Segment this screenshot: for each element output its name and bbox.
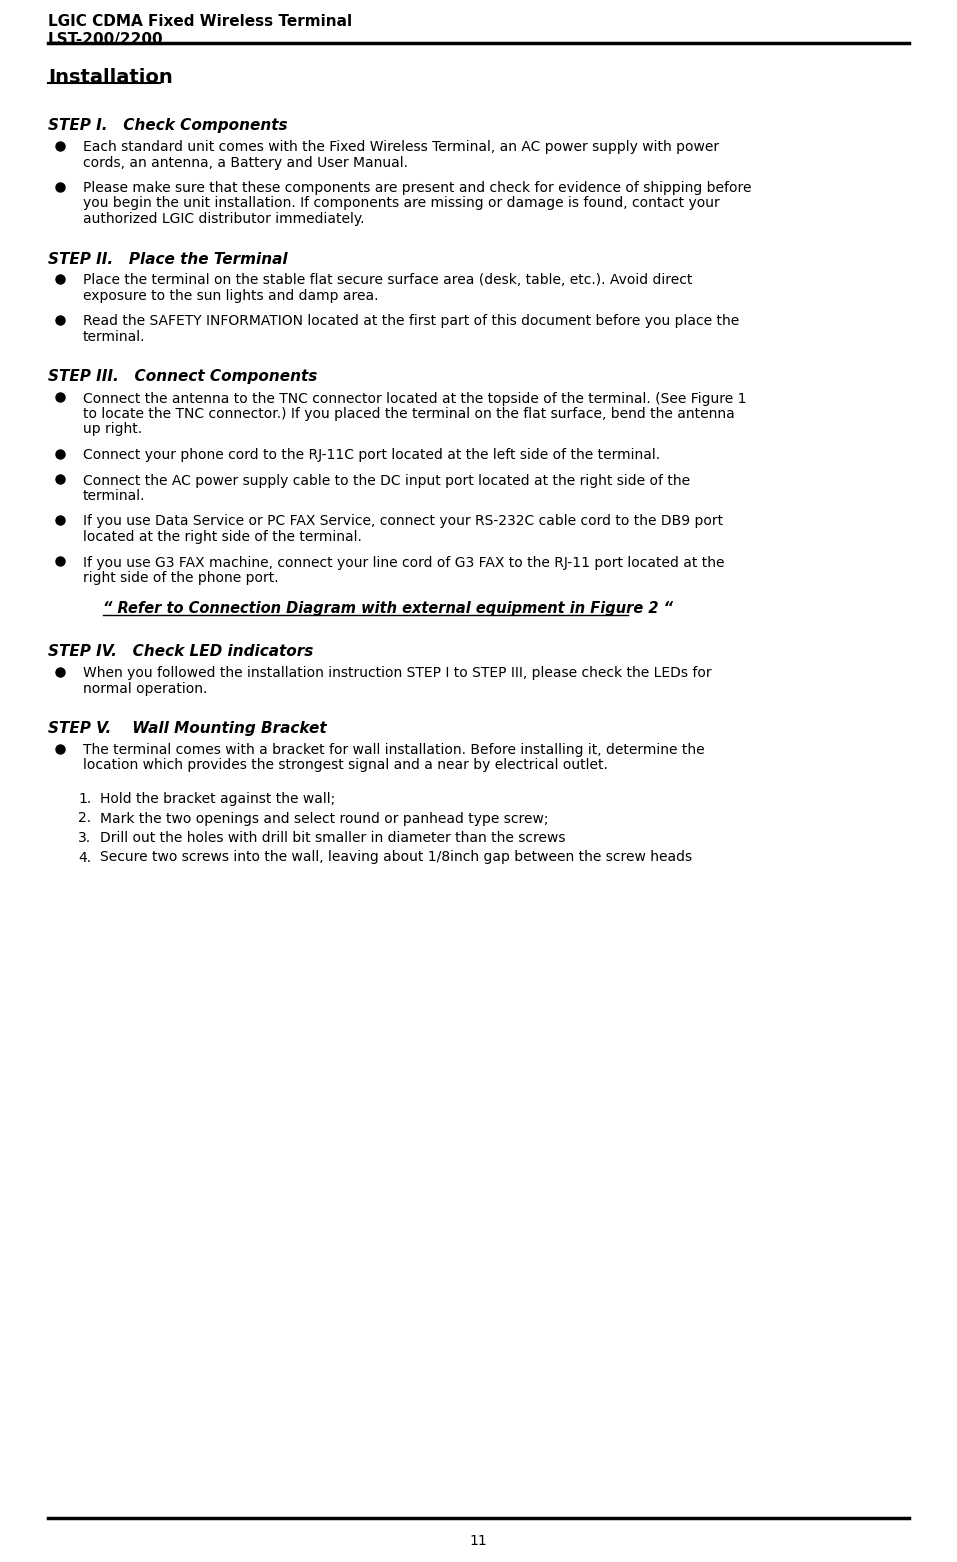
Text: 1.: 1. xyxy=(78,792,91,806)
Text: The terminal comes with a bracket for wall installation. Before installing it, d: The terminal comes with a bracket for wa… xyxy=(83,744,704,758)
Text: Installation: Installation xyxy=(48,69,173,87)
Text: 11: 11 xyxy=(470,1534,487,1548)
Text: Connect the antenna to the TNC connector located at the topside of the terminal.: Connect the antenna to the TNC connector… xyxy=(83,392,746,406)
Text: LST-200/2200: LST-200/2200 xyxy=(48,31,164,47)
Text: Each standard unit comes with the Fixed Wireless Terminal, an AC power supply wi: Each standard unit comes with the Fixed … xyxy=(83,141,719,155)
Text: exposure to the sun lights and damp area.: exposure to the sun lights and damp area… xyxy=(83,289,379,303)
Text: Secure two screws into the wall, leaving about 1/8inch gap between the screw hea: Secure two screws into the wall, leaving… xyxy=(100,850,692,864)
Text: 4.: 4. xyxy=(78,850,91,864)
Text: cords, an antenna, a Battery and User Manual.: cords, an antenna, a Battery and User Ma… xyxy=(83,156,408,170)
Text: up right.: up right. xyxy=(83,422,143,436)
Text: Connect your phone cord to the RJ-11C port located at the left side of the termi: Connect your phone cord to the RJ-11C po… xyxy=(83,448,660,462)
Text: you begin the unit installation. If components are missing or damage is found, c: you begin the unit installation. If comp… xyxy=(83,197,720,211)
Text: to locate the TNC connector.) If you placed the terminal on the flat surface, be: to locate the TNC connector.) If you pla… xyxy=(83,408,735,422)
Text: If you use Data Service or PC FAX Service, connect your RS-232C cable cord to th: If you use Data Service or PC FAX Servic… xyxy=(83,514,723,528)
Text: authorized LGIC distributor immediately.: authorized LGIC distributor immediately. xyxy=(83,212,365,226)
Text: Read the SAFETY INFORMATION located at the first part of this document before yo: Read the SAFETY INFORMATION located at t… xyxy=(83,314,739,328)
Text: When you followed the installation instruction STEP I to STEP III, please check : When you followed the installation instr… xyxy=(83,665,712,679)
Text: STEP III.   Connect Components: STEP III. Connect Components xyxy=(48,370,318,384)
Text: located at the right side of the terminal.: located at the right side of the termina… xyxy=(83,530,362,544)
Text: STEP II.   Place the Terminal: STEP II. Place the Terminal xyxy=(48,251,288,267)
Text: LGIC CDMA Fixed Wireless Terminal: LGIC CDMA Fixed Wireless Terminal xyxy=(48,14,352,30)
Text: terminal.: terminal. xyxy=(83,330,145,344)
Text: Drill out the holes with drill bit smaller in diameter than the screws: Drill out the holes with drill bit small… xyxy=(100,831,566,845)
Text: 3.: 3. xyxy=(78,831,91,845)
Text: If you use G3 FAX machine, connect your line cord of G3 FAX to the RJ-11 port lo: If you use G3 FAX machine, connect your … xyxy=(83,556,724,570)
Text: Please make sure that these components are present and check for evidence of shi: Please make sure that these components a… xyxy=(83,181,751,195)
Text: Mark the two openings and select round or panhead type screw;: Mark the two openings and select round o… xyxy=(100,812,548,825)
Text: STEP IV.   Check LED indicators: STEP IV. Check LED indicators xyxy=(48,644,313,659)
Text: Place the terminal on the stable flat secure surface area (desk, table, etc.). A: Place the terminal on the stable flat se… xyxy=(83,273,692,287)
Text: terminal.: terminal. xyxy=(83,489,145,503)
Text: “ Refer to Connection Diagram with external equipment in Figure 2 “: “ Refer to Connection Diagram with exter… xyxy=(103,600,673,615)
Text: 2.: 2. xyxy=(78,812,91,825)
Text: normal operation.: normal operation. xyxy=(83,681,208,695)
Text: location which provides the strongest signal and a near by electrical outlet.: location which provides the strongest si… xyxy=(83,759,608,773)
Text: STEP V.    Wall Mounting Bracket: STEP V. Wall Mounting Bracket xyxy=(48,722,326,736)
Text: Hold the bracket against the wall;: Hold the bracket against the wall; xyxy=(100,792,335,806)
Text: STEP I.   Check Components: STEP I. Check Components xyxy=(48,119,288,133)
Text: Connect the AC power supply cable to the DC input port located at the right side: Connect the AC power supply cable to the… xyxy=(83,473,690,487)
Text: right side of the phone port.: right side of the phone port. xyxy=(83,572,278,586)
